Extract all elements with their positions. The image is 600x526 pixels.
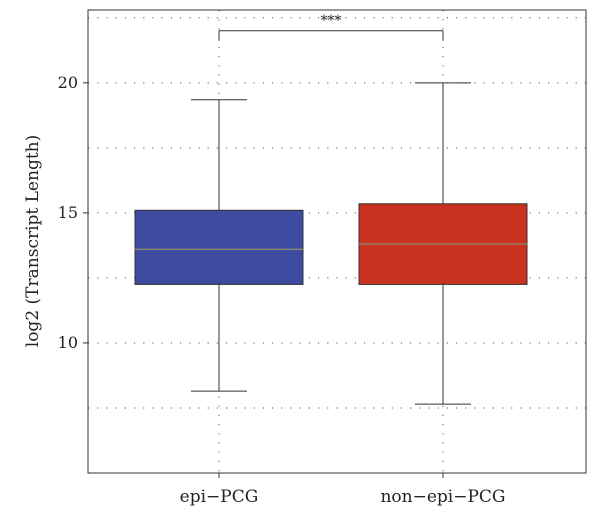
box-series <box>134 82 528 405</box>
y-tick-label: 10 <box>58 333 78 352</box>
x-category-label: epi−PCG <box>180 487 259 507</box>
y-tick-label: 20 <box>58 73 78 92</box>
y-axis: 10 15 20 <box>58 73 88 352</box>
box-non-epi-pcg <box>358 82 528 405</box>
y-tick-label: 15 <box>58 203 78 222</box>
interquartile-box <box>134 209 304 285</box>
y-axis-title: log2 (Transcript Length) <box>23 135 43 347</box>
significance-label: *** <box>321 13 342 29</box>
significance-bracket: *** <box>218 13 444 41</box>
x-axis: epi−PCG non−epi−PCG <box>180 473 506 507</box>
box-epi-pcg <box>134 99 304 392</box>
plot-frame <box>87 9 587 474</box>
x-category-label: non−epi−PCG <box>380 487 505 507</box>
